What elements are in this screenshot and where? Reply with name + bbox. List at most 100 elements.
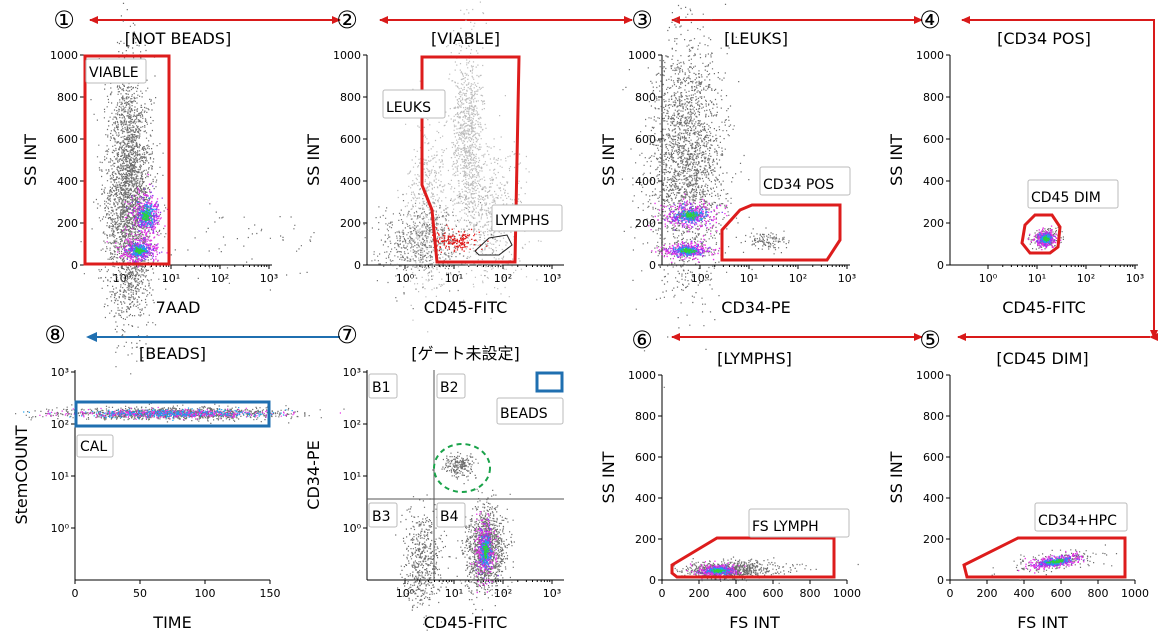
gate-label: CD34+HPC (1038, 513, 1117, 529)
event-dots (1045, 558, 1064, 564)
x-tick-label: 1000 (1121, 587, 1149, 600)
y-tick-label: 1000 (50, 49, 78, 62)
gate-label: FS LYMPH (752, 519, 819, 535)
step-number: ⑤ (919, 326, 941, 354)
gate-cd34-pos (720, 203, 842, 262)
y-tick-label: 10³ (343, 366, 361, 379)
y-tick-label: 800 (923, 91, 944, 104)
event-dots (134, 246, 146, 255)
quadrant-label: B4 (440, 509, 459, 525)
plot-p3: ③[LEUKS]10⁰10¹10²10³02004006008001000CD3… (599, 3, 856, 388)
x-tick-label: 10¹ (1028, 272, 1046, 285)
gate-label: LEUKS (386, 100, 431, 116)
quadrant-label-box (368, 373, 398, 399)
y-tick-label: 800 (57, 91, 78, 104)
y-tick-label: 800 (635, 410, 656, 423)
y-tick-label: 800 (923, 410, 944, 423)
scatter-points (1027, 225, 1064, 251)
gate-cd45-dim (1020, 213, 1062, 255)
x-tick-label: 10⁰ (691, 272, 710, 285)
x-tick-label: 10¹ (445, 272, 463, 285)
event-dots (441, 451, 479, 485)
plots: ① [NOT BEADS] 10⁰ 10¹ 10² 10³ 0 200 400 600 800 100… (12, 1, 1149, 632)
y-tick-label: 1000 (916, 49, 944, 62)
x-axis-label: CD45-FITC (1002, 298, 1086, 317)
x-tick-label: 50 (133, 587, 147, 600)
y-tick-label: 600 (57, 133, 78, 146)
x-tick-label: 10³ (543, 272, 561, 285)
gate-label: BEADS (500, 406, 548, 422)
scatter-points (395, 451, 515, 631)
x-tick-label: 200 (689, 587, 710, 600)
event-dots (1043, 235, 1050, 242)
x-axis-label: CD45-FITC (424, 613, 508, 632)
event-dots (475, 518, 499, 584)
event-dots (988, 544, 1118, 581)
y-axis-label: SS INT (304, 134, 323, 186)
event-dots (679, 208, 700, 221)
x-tick-label: 800 (800, 587, 821, 600)
plot-p5: ⑤ [CD45 DIM] 0 200 400 600 800 1000 0 200 400 600 80… (887, 326, 1149, 632)
quadrant-label: B2 (440, 380, 459, 396)
y-tick-label: 10¹ (343, 470, 361, 483)
x-tick-label: 10⁰ (979, 272, 998, 285)
quadrant-label: B1 (372, 380, 391, 396)
event-dots (432, 224, 489, 253)
y-tick-label: 0 (649, 574, 656, 587)
y-tick-label: 200 (635, 217, 656, 230)
x-tick-label: 10¹ (162, 272, 180, 285)
y-tick-label: 1000 (628, 369, 656, 382)
x-tick-label: 10² (211, 272, 229, 285)
gate-label-box (382, 89, 446, 119)
x-tick-label: 10⁰ (396, 587, 415, 600)
x-tick-label: 10¹ (445, 587, 463, 600)
x-tick-label: 10³ (543, 587, 561, 600)
step-number: ③ (631, 6, 653, 34)
y-tick-label: 200 (340, 217, 361, 230)
event-dots (96, 9, 167, 268)
scatter-points (988, 544, 1118, 581)
x-tick-label: 10² (1077, 272, 1095, 285)
y-tick-label: 200 (635, 533, 656, 546)
y-tick-label: 400 (923, 175, 944, 188)
y-tick-label: 10¹ (51, 470, 69, 483)
plot-title: [LYMPHS] (717, 349, 792, 368)
plot-p7: ⑦ [ゲート未設定] 10⁰ 10¹ 10² 10³ 10⁰ 10¹ 10² 10³ CD45-FI… (304, 321, 564, 632)
y-tick-label: 400 (340, 175, 361, 188)
y-tick-label: 800 (340, 91, 361, 104)
event-dots (363, 188, 496, 310)
event-dots (23, 407, 293, 421)
y-tick-label: 0 (71, 259, 78, 272)
step-number: ② (336, 6, 358, 34)
y-tick-label: 0 (354, 259, 361, 272)
y-tick-label: 0 (649, 259, 656, 272)
event-dots (680, 247, 697, 254)
event-dots (645, 4, 732, 263)
quadrant-label-box (436, 502, 466, 528)
x-tick-label: 100 (195, 587, 216, 600)
y-tick-label: 1000 (333, 49, 361, 62)
x-tick-label: 10³ (260, 272, 278, 285)
y-axis-label: SS INT (599, 451, 618, 503)
y-axis-label: SS INT (21, 134, 40, 186)
gate-label-box (496, 397, 564, 425)
gate-label-box (85, 58, 147, 84)
x-tick-label: 0 (947, 587, 954, 600)
y-axis-label: CD34-PE (304, 440, 323, 509)
scatter-points (671, 556, 859, 584)
event-dots (39, 406, 341, 421)
y-tick-label: 0 (937, 574, 944, 587)
event-dots (711, 568, 726, 573)
plot-p8: ⑧ [BEADS] 0 50 100 150 10⁰ 10¹ 10² 10³ TIME StemCOU… (12, 321, 345, 632)
y-tick-label: 10³ (51, 366, 69, 379)
scatter-points (80, 2, 315, 405)
x-axis-label: FS INT (1017, 613, 1068, 632)
y-tick-label: 10² (51, 418, 69, 431)
x-axis-label: TIME (152, 613, 191, 632)
y-tick-label: 200 (923, 533, 944, 546)
plot-title: [LEUKS] (724, 29, 788, 48)
y-tick-label: 600 (635, 451, 656, 464)
x-tick-label: 400 (726, 587, 747, 600)
gate-label-box (759, 166, 851, 196)
